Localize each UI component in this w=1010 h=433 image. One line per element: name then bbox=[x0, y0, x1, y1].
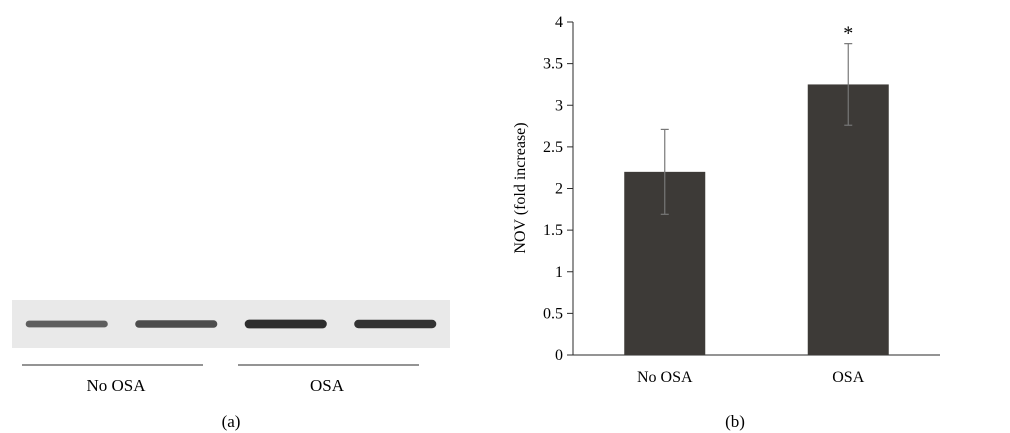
significance-marker: * bbox=[843, 23, 853, 45]
bar-osa bbox=[807, 84, 889, 355]
y-tick-label: 2.5 bbox=[543, 139, 563, 156]
x-tick-label: No OSA bbox=[637, 369, 693, 386]
y-tick-label: 1 bbox=[555, 264, 563, 281]
error-bar bbox=[660, 128, 669, 215]
x-tick-label: OSA bbox=[832, 369, 864, 386]
blot-band-group2-lane1 bbox=[244, 319, 327, 329]
y-tick-label: 0 bbox=[555, 347, 563, 364]
y-tick-label: 3 bbox=[555, 97, 563, 114]
blot-band-group2-lane2 bbox=[354, 319, 437, 329]
bars: * bbox=[624, 23, 889, 355]
panel-letter-b: (b) bbox=[725, 412, 745, 431]
y-tick-label: 1.5 bbox=[543, 222, 563, 239]
group-label-no-osa: No OSA bbox=[86, 376, 146, 395]
blot-bands bbox=[25, 319, 437, 329]
y-tick-label: 0.5 bbox=[543, 305, 563, 322]
panel-a-western-blot: No OSA OSA (a) bbox=[12, 300, 450, 431]
panel-b-bar-chart: NOV (fold increase) 0 0.5 1 1.5 2 2.5 3 3.5 4 No… bbox=[512, 14, 940, 431]
y-tick-label: 3.5 bbox=[543, 56, 563, 73]
y-axis: 0 0.5 1 1.5 2 2.5 3 3.5 4 bbox=[543, 14, 574, 364]
panel-letter-a: (a) bbox=[222, 412, 241, 431]
x-axis: No OSA OSA bbox=[573, 354, 940, 386]
y-axis-title: NOV (fold increase) bbox=[512, 122, 529, 253]
blot-band-group1-lane1 bbox=[25, 320, 108, 328]
blot-band-group1-lane2 bbox=[135, 320, 218, 328]
error-bar bbox=[844, 43, 853, 126]
y-tick-label: 4 bbox=[555, 14, 563, 31]
group-label-osa: OSA bbox=[310, 376, 345, 395]
y-tick-label: 2 bbox=[555, 181, 563, 198]
